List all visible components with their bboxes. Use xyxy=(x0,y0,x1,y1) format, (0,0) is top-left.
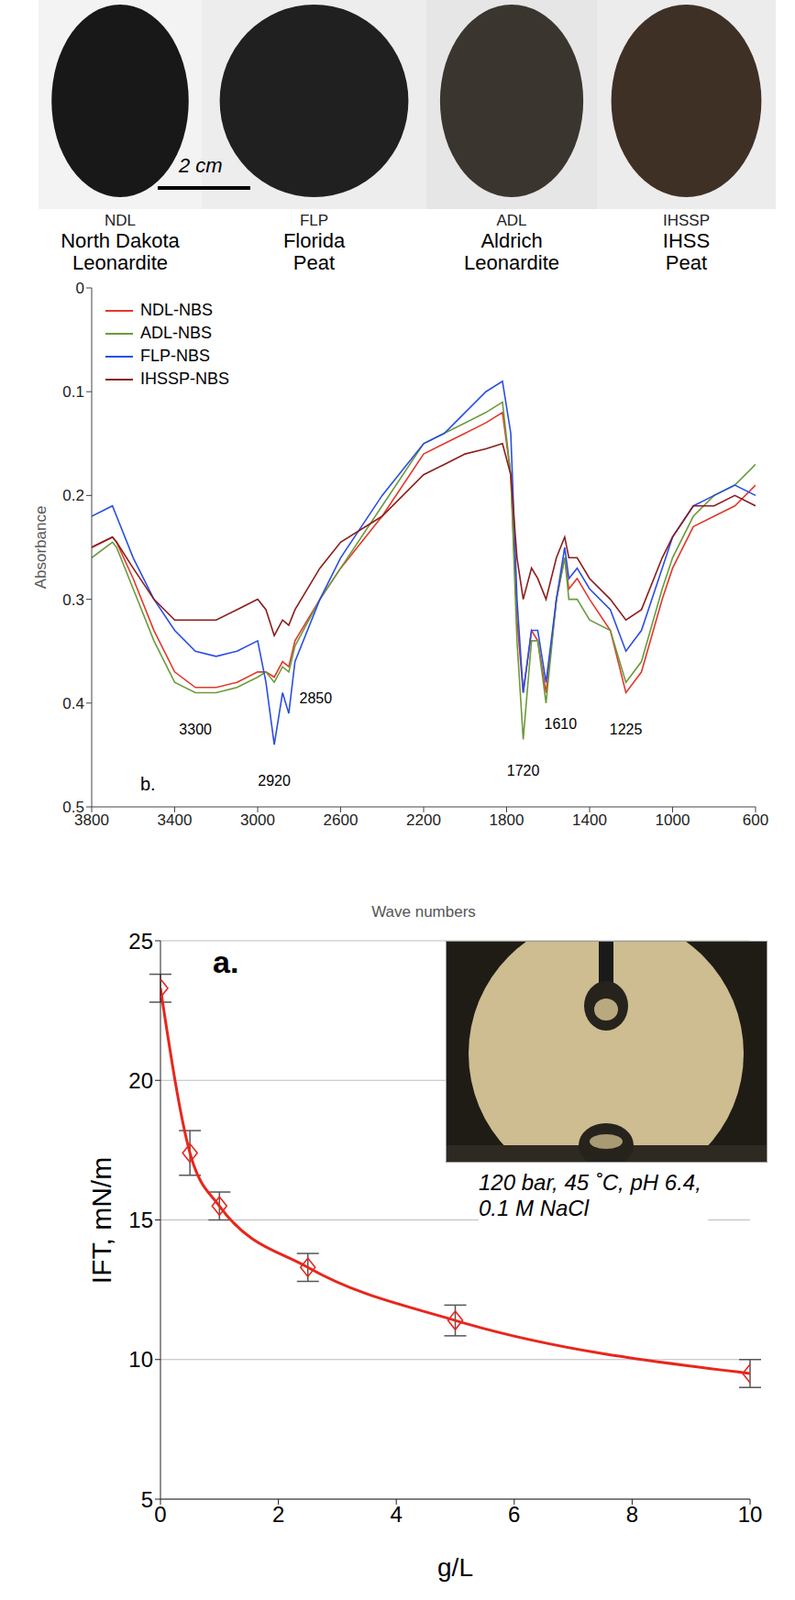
html-text:Leonardite: Leonardite xyxy=(72,251,168,275)
html-text:Florida: Florida xyxy=(283,229,345,253)
html-text:ADL-NBS: ADL-NBS xyxy=(140,323,212,343)
html-text:g/L: g/L xyxy=(437,1553,474,1582)
html-text:FLP: FLP xyxy=(299,211,329,230)
svg-text:3000: 3000 xyxy=(240,811,276,829)
svg-text:3400: 3400 xyxy=(157,811,193,829)
svg-text:10: 10 xyxy=(738,1501,763,1527)
html-text:IHSSP: IHSSP xyxy=(662,211,710,230)
html-text:IFT, mN/m: IFT, mN/m xyxy=(86,1156,117,1284)
svg-text:20: 20 xyxy=(128,1068,154,1094)
svg-text:1225: 1225 xyxy=(609,721,643,738)
html-text:Leonardite: Leonardite xyxy=(463,251,560,275)
svg-text:1400: 1400 xyxy=(572,811,608,829)
html-text:ADL: ADL xyxy=(496,211,527,230)
svg-text:15: 15 xyxy=(128,1207,154,1233)
svg-text:0: 0 xyxy=(154,1501,166,1527)
html-text:North Dakota: North Dakota xyxy=(60,229,180,253)
html-text:Peat: Peat xyxy=(665,251,708,275)
svg-text:3800: 3800 xyxy=(74,811,110,830)
svg-text:2600: 2600 xyxy=(323,811,359,829)
svg-text:1800: 1800 xyxy=(489,811,525,829)
html-text:Absorbance: Absorbance xyxy=(32,505,50,590)
svg-text:2920: 2920 xyxy=(257,772,291,789)
svg-text:0.1: 0.1 xyxy=(62,383,85,401)
svg-text:2850: 2850 xyxy=(299,690,333,707)
html-text:FLP-NBS: FLP-NBS xyxy=(140,346,210,365)
svg-text:0.3: 0.3 xyxy=(62,591,85,609)
html-text:2 cm: 2 cm xyxy=(178,154,223,177)
svg-text:1610: 1610 xyxy=(544,716,578,732)
html-text:b.: b. xyxy=(140,773,156,795)
svg-text:0.5: 0.5 xyxy=(62,798,85,817)
html-text:IHSSP-NBS: IHSSP-NBS xyxy=(140,369,230,388)
svg-text:0.2: 0.2 xyxy=(62,486,85,505)
html-text:Peat: Peat xyxy=(293,251,335,275)
svg-text:1000: 1000 xyxy=(655,811,691,829)
html-text:NDL-NBS: NDL-NBS xyxy=(140,300,213,320)
svg-text:600: 600 xyxy=(742,811,769,829)
html-text:Wave numbers: Wave numbers xyxy=(371,903,476,921)
svg-text:1720: 1720 xyxy=(507,762,541,779)
svg-text:2200: 2200 xyxy=(406,811,442,829)
svg-text:10: 10 xyxy=(128,1347,154,1372)
svg-text:6: 6 xyxy=(507,1501,520,1527)
svg-text:25: 25 xyxy=(128,928,154,954)
svg-text:3300: 3300 xyxy=(178,721,212,738)
html-text:120 bar, 45 ˚C, pH 6.4, 0.1 M: 120 bar, 45 ˚C, pH 6.4, 0.1 M NaCl xyxy=(478,1170,702,1221)
svg-text:4: 4 xyxy=(390,1501,403,1527)
html-text:NDL: NDL xyxy=(104,211,136,230)
svg-text:0.4: 0.4 xyxy=(62,695,85,713)
html-text:a.: a. xyxy=(212,944,239,980)
html-text:Aldrich: Aldrich xyxy=(480,229,543,253)
html-text:IHSS: IHSS xyxy=(662,229,710,253)
svg-text:5: 5 xyxy=(141,1487,154,1513)
svg-text:8: 8 xyxy=(626,1501,639,1527)
svg-text:0: 0 xyxy=(76,279,85,298)
svg-text:2: 2 xyxy=(272,1501,285,1527)
